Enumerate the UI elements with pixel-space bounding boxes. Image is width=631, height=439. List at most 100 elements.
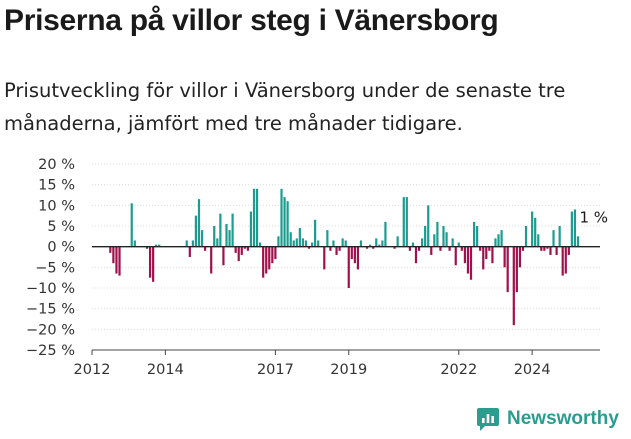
bar bbox=[500, 230, 503, 247]
x-tick-label: 2014 bbox=[147, 362, 184, 378]
bar bbox=[515, 246, 518, 293]
bar bbox=[283, 197, 286, 247]
bar bbox=[558, 226, 561, 247]
bar bbox=[540, 246, 543, 251]
bar bbox=[369, 244, 372, 247]
bar bbox=[271, 246, 274, 264]
bar bbox=[561, 246, 564, 276]
x-tick-label: 2019 bbox=[330, 362, 367, 378]
bar bbox=[436, 221, 439, 247]
bar bbox=[225, 223, 228, 247]
y-tick-label: 15 % bbox=[38, 178, 75, 194]
y-tick-label: −20 % bbox=[26, 322, 75, 338]
bar bbox=[246, 246, 249, 251]
bar bbox=[494, 238, 497, 247]
bar bbox=[417, 246, 421, 251]
bar bbox=[353, 246, 356, 264]
bar bbox=[448, 246, 451, 251]
bar bbox=[112, 246, 115, 264]
bar bbox=[210, 246, 213, 274]
bar bbox=[573, 209, 577, 247]
bar bbox=[491, 246, 494, 264]
bar bbox=[408, 246, 411, 251]
bar bbox=[130, 203, 133, 247]
bar bbox=[148, 246, 152, 278]
bar bbox=[347, 246, 350, 288]
bar bbox=[326, 230, 329, 247]
gridlines bbox=[92, 163, 600, 351]
bar bbox=[445, 232, 448, 247]
bar bbox=[463, 246, 467, 264]
bar bbox=[249, 211, 253, 247]
y-tick-label: −10 % bbox=[26, 281, 75, 297]
bar bbox=[344, 240, 347, 247]
bar bbox=[451, 238, 454, 247]
bar bbox=[472, 221, 476, 247]
x-axis: 2012 2014 2017 2019 2022 2024 bbox=[74, 349, 600, 378]
bar bbox=[268, 246, 271, 270]
bar bbox=[546, 246, 549, 249]
bar bbox=[191, 240, 194, 247]
bar bbox=[329, 246, 332, 251]
newsworthy-logo[interactable]: Newsworthy bbox=[475, 406, 619, 432]
bar bbox=[466, 246, 470, 274]
bar bbox=[274, 246, 277, 260]
bar bbox=[414, 246, 418, 264]
x-tick-label: 2017 bbox=[257, 362, 294, 378]
bar bbox=[485, 246, 488, 260]
bar bbox=[375, 238, 378, 247]
bar bbox=[265, 246, 268, 274]
bar bbox=[457, 242, 460, 247]
bar bbox=[152, 246, 155, 282]
bar bbox=[411, 242, 415, 247]
bar bbox=[555, 246, 558, 255]
bar bbox=[503, 246, 506, 268]
bar bbox=[317, 240, 320, 247]
y-tick-label: 10 % bbox=[38, 198, 75, 214]
bar bbox=[203, 246, 207, 251]
bar bbox=[427, 205, 430, 247]
bar bbox=[488, 246, 491, 251]
bar bbox=[262, 246, 265, 278]
bar bbox=[506, 246, 509, 293]
bar bbox=[341, 238, 344, 247]
bar bbox=[402, 197, 405, 247]
newsworthy-logo-icon bbox=[477, 408, 499, 431]
bar bbox=[194, 215, 198, 247]
bar bbox=[549, 246, 552, 255]
bar bbox=[258, 242, 262, 247]
bar bbox=[338, 246, 341, 251]
bar bbox=[512, 246, 515, 326]
bar bbox=[335, 246, 338, 255]
bar bbox=[479, 246, 482, 251]
bar bbox=[421, 238, 424, 247]
bar bbox=[255, 188, 259, 247]
bar bbox=[323, 246, 326, 270]
latest-value-annotation: 1 % bbox=[579, 209, 608, 227]
bar bbox=[219, 213, 222, 247]
bar bbox=[109, 246, 112, 253]
y-tick-label: −25 % bbox=[26, 343, 75, 359]
bar bbox=[365, 246, 369, 249]
y-tick-label: 5 % bbox=[47, 219, 75, 235]
bar bbox=[228, 230, 231, 247]
bar bbox=[286, 201, 289, 247]
bar bbox=[424, 226, 427, 247]
page-title: Priserna på villor steg i Vänersborg bbox=[4, 4, 499, 37]
bar bbox=[567, 246, 570, 255]
bar bbox=[482, 246, 485, 270]
bar bbox=[115, 246, 118, 274]
bar bbox=[476, 226, 479, 247]
bar bbox=[393, 246, 396, 249]
brand-name: Newsworthy bbox=[507, 408, 619, 429]
bar bbox=[234, 246, 237, 253]
bar bbox=[292, 240, 295, 247]
bar bbox=[576, 236, 580, 247]
bars bbox=[109, 188, 580, 326]
y-tick-label: 0 % bbox=[47, 240, 75, 256]
bar bbox=[185, 240, 188, 247]
bar bbox=[216, 238, 219, 247]
bar bbox=[237, 246, 240, 262]
x-tick-label: 2022 bbox=[440, 362, 477, 378]
